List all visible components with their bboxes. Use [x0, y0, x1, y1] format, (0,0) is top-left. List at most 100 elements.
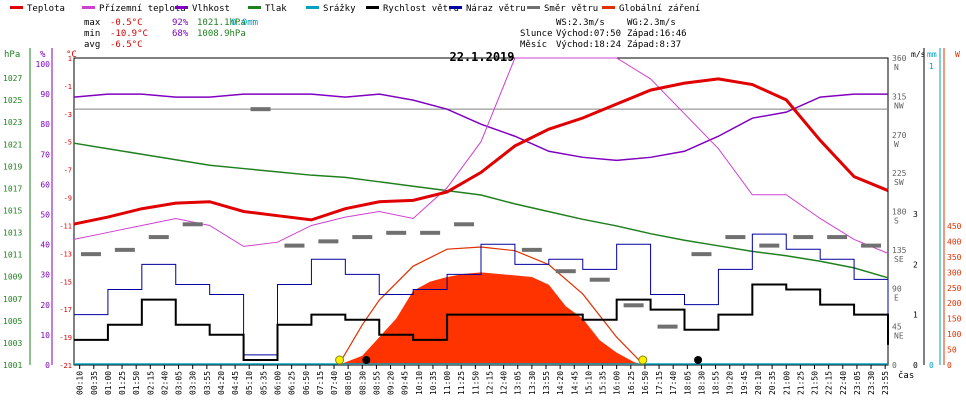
astro-block: WS:2.3m/s WG:2.3m/s Slunce Východ:07:50 … [520, 18, 687, 50]
tick-dir-0: 0 [892, 361, 897, 370]
tick-hpa-2: 1005 [3, 317, 22, 326]
dir-mark-6 [318, 239, 339, 244]
plot-area [73, 57, 889, 366]
tick-degc-5: -11 [59, 222, 72, 230]
xtick-label-4: 01:50 [132, 371, 141, 395]
xtick-label-12: 05:10 [245, 371, 254, 395]
stats-max-label: max [84, 18, 101, 28]
tick-degc-7: -7 [64, 167, 72, 175]
tick-degc-8: -5 [64, 139, 72, 147]
xtick-label-55: 23:05 [853, 371, 862, 395]
legend-label-5: Rychlost větru [383, 4, 459, 14]
tick-hpa-13: 1027 [3, 74, 22, 83]
xtick-label-2: 01:00 [104, 371, 113, 395]
stats-max-press: 1021.1hPa [197, 18, 246, 28]
astro-moon-set: Západ:8:37 [627, 40, 681, 50]
xtick-label-52: 21:50 [811, 371, 820, 395]
legend-label-7: Směr větru [544, 4, 598, 14]
tick-dir-5: 225 [892, 169, 907, 178]
dir-mark-13 [589, 277, 610, 282]
tick-hpa-10: 1021 [3, 140, 22, 149]
xtick-label-42: 17:40 [669, 371, 678, 395]
xtick-label-11: 04:45 [231, 371, 240, 395]
dir-mark-8 [386, 230, 407, 235]
legend-label-6: Náraz větru [466, 4, 526, 14]
tick-degc-10: -1 [64, 83, 72, 91]
series-wind [74, 283, 889, 361]
xtick-label-25: 10:35 [429, 371, 438, 395]
tick-pct-9: 90 [40, 90, 50, 99]
stats-min-label: min [84, 29, 100, 39]
stats-max-hum: 92% [172, 18, 189, 28]
tick-hpa-7: 1015 [3, 207, 22, 216]
legend-swatch-2 [175, 6, 188, 9]
stats-max-temp: -0.5°C [110, 18, 143, 28]
xtick-label-39: 16:25 [627, 371, 636, 395]
dir-mark-2 [148, 235, 169, 240]
legend-swatch-7 [527, 6, 540, 9]
moonset-icon [362, 356, 371, 364]
tick-pct-8: 80 [40, 120, 50, 129]
axis-ms-label: m/s [911, 50, 926, 59]
tick-w-2: 100 [947, 330, 962, 339]
tick-pct-2: 20 [40, 301, 50, 310]
tick-w-0: 0 [947, 361, 952, 370]
dir-mark-16 [691, 252, 712, 257]
tick-dir-2: 90 [892, 284, 902, 293]
tick-degc-11: 1 [68, 55, 72, 63]
xtick-label-24: 10:10 [415, 371, 424, 395]
xtick-label-41: 17:15 [655, 371, 664, 395]
xtick-label-15: 06:25 [288, 371, 297, 395]
legend-label-3: Tlak [265, 4, 287, 14]
tick-w-5: 250 [947, 284, 962, 293]
astro-moon-rise: Východ:18:24 [556, 40, 621, 50]
tick-dir-3: 135 [892, 246, 907, 255]
dir-mark-15 [657, 324, 678, 329]
tick-hpa-12: 1025 [3, 96, 22, 105]
xtick-label-5: 02:15 [146, 371, 155, 395]
xtick-label-9: 03:55 [203, 371, 212, 395]
xtick-label-56: 23:30 [867, 371, 876, 395]
xtick-label-51: 21:25 [796, 371, 805, 395]
stats-min-temp: -10.9°C [110, 29, 148, 39]
tick-dir-name-5: SW [894, 178, 904, 187]
series-ground-temp [73, 57, 889, 254]
xtick-label-37: 15:35 [599, 371, 608, 395]
dir-mark-20 [827, 235, 848, 240]
dir-mark-7 [352, 235, 373, 240]
xtick-label-10: 04:20 [217, 371, 226, 395]
axis-w-label: W [955, 50, 960, 59]
dir-mark-4 [250, 107, 271, 112]
astro-wg: WG:2.3m/s [627, 18, 676, 28]
xtick-label-43: 18:05 [683, 371, 692, 395]
tick-dir-6: 270 [892, 131, 907, 140]
tick-dir-1: 45 [892, 323, 902, 332]
stats-avg-label: avg [84, 40, 100, 50]
tick-w-3: 150 [947, 315, 962, 324]
sunset-icon [638, 355, 648, 365]
xtick-label-36: 15:10 [584, 371, 593, 395]
tick-w-7: 350 [947, 253, 962, 262]
dir-mark-14 [623, 303, 644, 308]
tick-ms-0: 0 [913, 361, 918, 370]
axis-degc-label: °C [66, 50, 77, 60]
tick-pct-3: 30 [40, 271, 50, 280]
xtick-label-18: 07:40 [330, 371, 339, 395]
tick-mm-0: 0 [929, 361, 934, 370]
dir-mark-1 [114, 247, 135, 252]
tick-dir-name-6: W [894, 140, 899, 149]
xtick-label-40: 16:50 [641, 371, 650, 395]
legend-swatch-1 [82, 6, 95, 9]
xtick-label-7: 03:05 [175, 371, 184, 395]
xtick-label-50: 21:00 [782, 371, 791, 395]
tick-degc-4: -13 [59, 250, 72, 258]
dir-mark-21 [861, 243, 882, 248]
legend: Teplota Přízemní teplota Vlhkost Tlak Srážky… [10, 4, 700, 14]
dir-mark-18 [759, 243, 780, 248]
chart-title: 22.1.2019 [449, 50, 514, 64]
xtick-label-57: 23:55 [881, 371, 890, 395]
xtick-label-49: 20:35 [768, 371, 777, 395]
tick-hpa-6: 1013 [3, 229, 22, 238]
xtick-label-30: 12:40 [500, 371, 509, 395]
dir-mark-0 [80, 252, 101, 257]
